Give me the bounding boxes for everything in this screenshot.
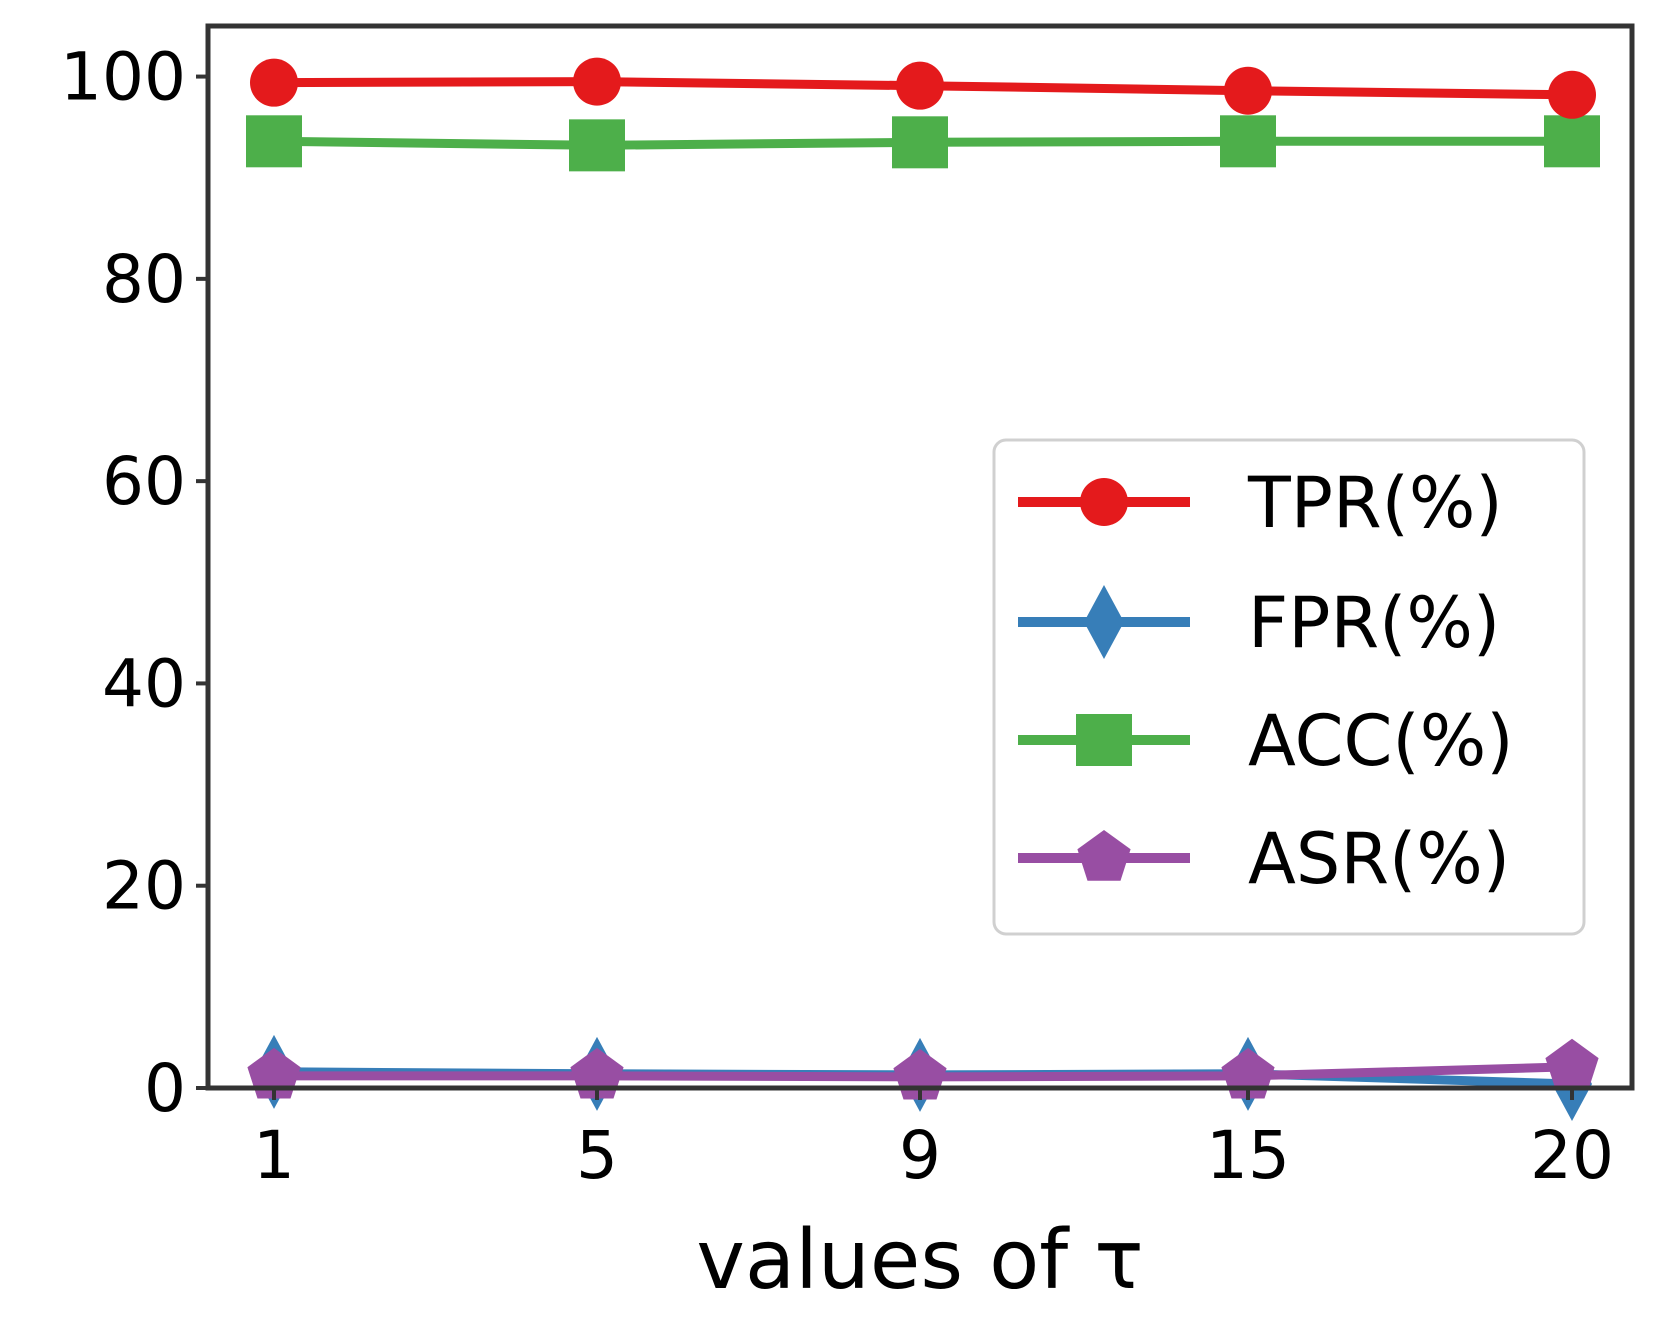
data-point-acc xyxy=(1220,115,1276,168)
x-axis-title: values of τ xyxy=(696,1213,1143,1308)
data-point-tpr xyxy=(1224,66,1272,115)
legend-entry-asr: ASR(%) xyxy=(1018,818,1510,900)
x-tick-label: 1 xyxy=(253,1117,295,1194)
legend-entries: TPR(%) FPR(%) ACC(%) ASR(%) xyxy=(1018,462,1514,900)
data-point-tpr xyxy=(896,61,944,110)
y-tick-label: 40 xyxy=(102,645,186,722)
y-tick-label: 0 xyxy=(144,1050,186,1127)
data-point-acc xyxy=(892,116,948,169)
y-tick-label: 100 xyxy=(60,39,186,116)
data-point-asr xyxy=(1545,1038,1599,1090)
legend-label: TPR(%) xyxy=(1247,462,1503,544)
data-point-acc xyxy=(246,115,302,168)
legend-marker-acc xyxy=(1076,714,1132,766)
x-tick-label: 5 xyxy=(576,1117,618,1194)
data-point-acc xyxy=(569,119,625,172)
legend-entry-acc: ACC(%) xyxy=(1018,700,1514,782)
data-point-acc xyxy=(1544,115,1600,168)
x-tick-label: 20 xyxy=(1530,1117,1614,1194)
series-tpr xyxy=(250,57,1596,119)
legend-entry-fpr: FPR(%) xyxy=(1018,582,1500,664)
x-axis: 1 5 9 15 20 xyxy=(253,1088,1614,1194)
legend-marker-asr xyxy=(1077,830,1131,881)
y-axis: 0 20 40 60 80 100 xyxy=(60,39,208,1127)
legend-label: FPR(%) xyxy=(1248,582,1500,664)
y-tick-label: 60 xyxy=(102,443,186,520)
legend: TPR(%) FPR(%) ACC(%) ASR(%) xyxy=(992,438,1586,936)
y-tick-label: 80 xyxy=(102,241,186,318)
legend-marker-fpr xyxy=(1084,585,1124,659)
legend-marker-tpr xyxy=(1080,478,1128,526)
data-point-tpr xyxy=(573,57,621,106)
legend-label: ACC(%) xyxy=(1248,700,1514,782)
legend-entry-tpr: TPR(%) xyxy=(1018,462,1503,544)
series-layer xyxy=(246,57,1600,1121)
data-point-tpr xyxy=(250,58,298,107)
y-tick-label: 20 xyxy=(102,848,186,925)
x-tick-label: 9 xyxy=(899,1117,941,1194)
legend-label: ASR(%) xyxy=(1248,818,1510,900)
series-acc xyxy=(246,115,1600,172)
data-point-tpr xyxy=(1548,70,1596,119)
legend-box xyxy=(992,438,1586,936)
x-tick-label: 15 xyxy=(1206,1117,1290,1194)
